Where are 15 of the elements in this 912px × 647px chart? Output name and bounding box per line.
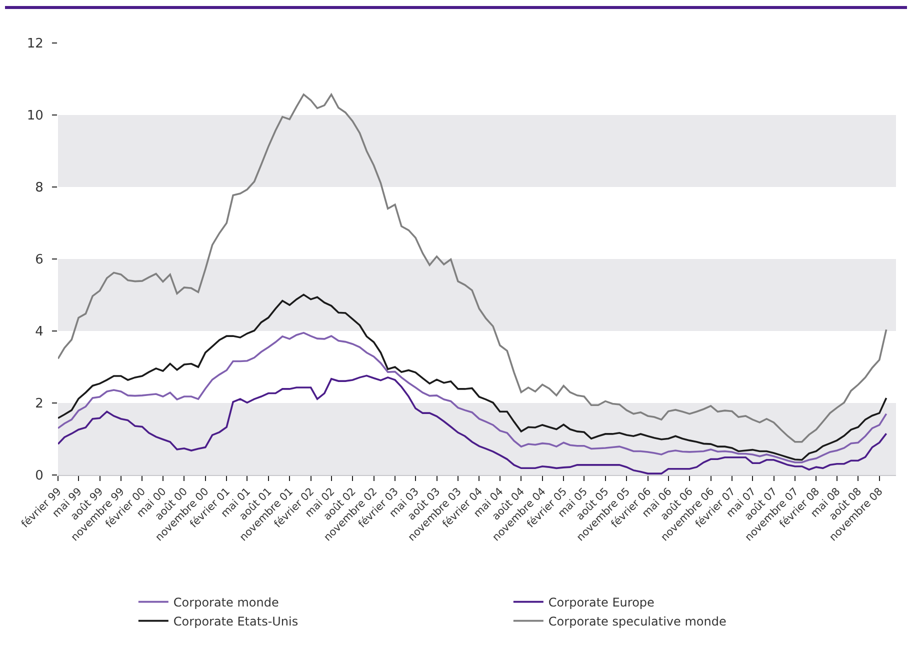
y-tick-label: 2	[35, 396, 44, 412]
y-tick-label: 12	[26, 36, 44, 52]
line-series	[58, 94, 888, 443]
line-series	[58, 294, 888, 461]
y-tick-label: 10	[26, 108, 44, 124]
y-tick-label: 0	[35, 468, 44, 484]
line-series	[58, 374, 888, 474]
y-tick-label: 6	[35, 252, 44, 268]
line-series	[58, 332, 888, 464]
legend-label: Corporate Europe	[548, 596, 654, 610]
y-tick-label: 8	[35, 180, 44, 196]
y-tick-label: 4	[35, 324, 44, 340]
legend-label: Corporate speculative monde	[548, 614, 726, 628]
legend-label: Corporate Etats-Unis	[173, 614, 298, 628]
legend-label: Corporate monde	[173, 596, 279, 610]
